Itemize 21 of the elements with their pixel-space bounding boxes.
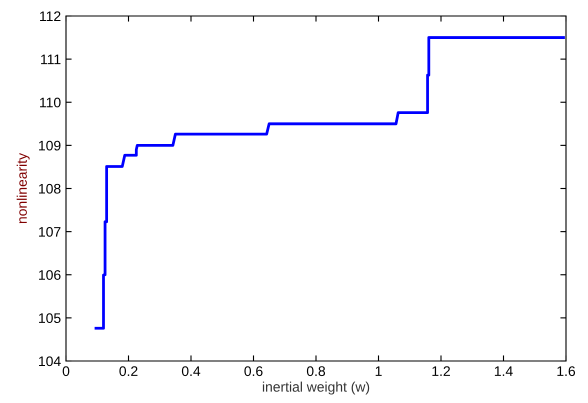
x-axis-title: inertial weight (w) bbox=[262, 382, 370, 395]
x-tick-label: 1.6 bbox=[557, 366, 576, 376]
y-tick-label: 105 bbox=[39, 313, 61, 324]
y-tick-label: 106 bbox=[39, 270, 61, 280]
x-tick-label: 0.8 bbox=[306, 366, 326, 376]
y-tick-label: 110 bbox=[40, 98, 61, 108]
y-tick-label: 107 bbox=[39, 226, 60, 237]
y-tick-label: 111 bbox=[41, 54, 60, 64]
x-tick-label: 0.2 bbox=[119, 366, 138, 376]
x-tick-label: 0.6 bbox=[244, 366, 263, 376]
x-tick-label: 1 bbox=[376, 366, 382, 376]
y-axis-title: nonlinearity bbox=[16, 153, 30, 224]
y-tick-label: 108 bbox=[39, 184, 61, 194]
y-tick-label: 109 bbox=[39, 140, 60, 151]
x-tick-label: 1.2 bbox=[432, 366, 450, 376]
line-series bbox=[94, 36, 565, 330]
x-tick-label: 1.4 bbox=[494, 366, 513, 376]
x-tick-label: 0.4 bbox=[182, 366, 200, 376]
y-tick-label: 112 bbox=[40, 11, 60, 22]
y-tick-label: 104 bbox=[39, 356, 61, 366]
x-tick-label: 0 bbox=[62, 366, 70, 376]
